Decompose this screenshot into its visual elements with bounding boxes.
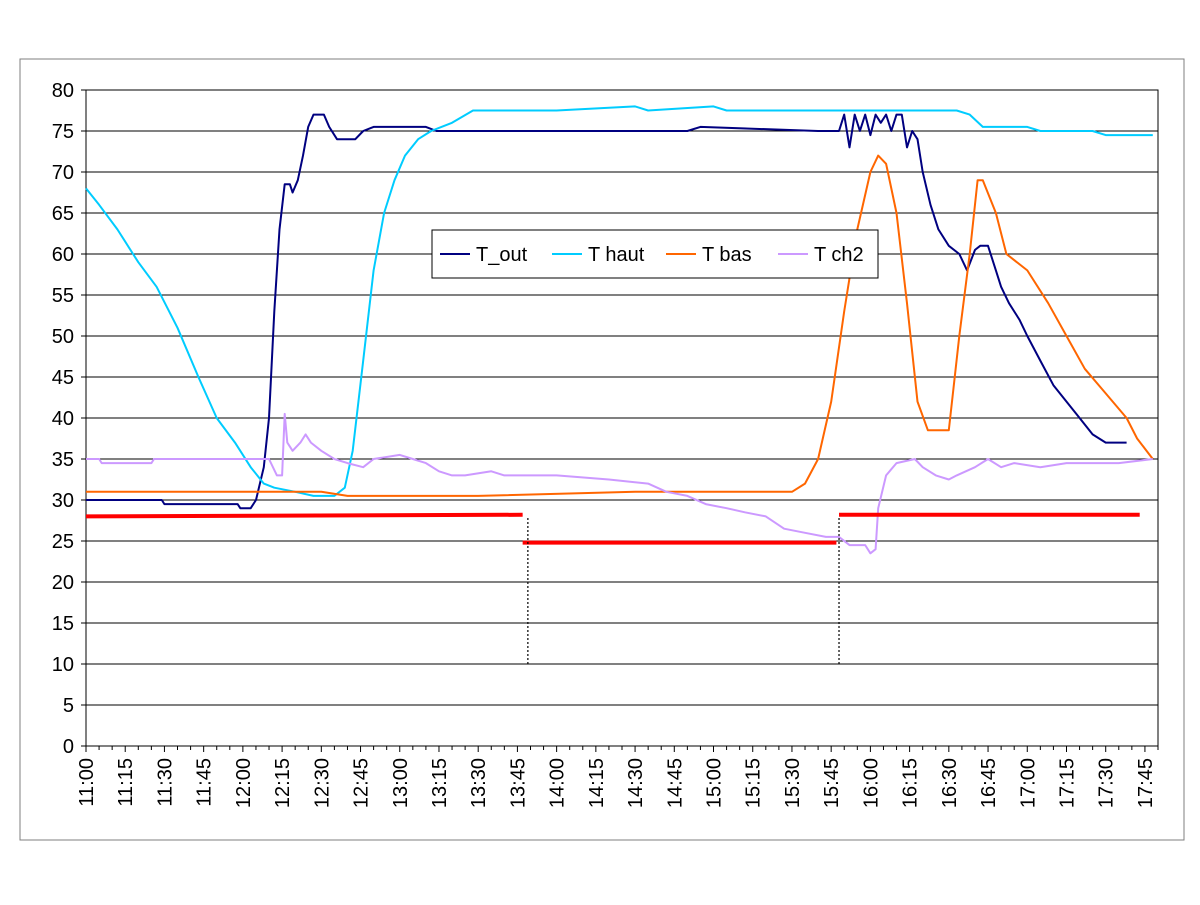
x-tick-label: 16:00 [860,758,882,808]
y-tick-label: 75 [52,121,74,143]
x-tick-label: 11:00 [76,758,98,807]
series-line-t-haut [85,105,1153,497]
series-line-t-bas [86,154,1154,497]
x-tick-label: 12:30 [311,758,333,808]
x-tick-label: 11:15 [115,758,137,807]
x-tick-label: 14:00 [547,758,569,808]
series-line-t-ch2 [86,412,1153,555]
x-tick-label: 12:15 [272,758,294,808]
x-tick-label: 12:45 [351,758,373,808]
y-tick-label: 0 [63,736,74,758]
y-tick-label: 5 [63,695,74,717]
y-tick-label: 45 [52,367,74,389]
series-segment-reference [85,512,523,519]
y-tick-label: 40 [52,408,74,430]
x-tick-label: 12:00 [233,758,255,808]
y-tick-label: 30 [52,490,74,512]
y-tick-label: 25 [52,531,74,553]
x-tick-label: 14:45 [664,758,686,808]
x-tick-label: 16:45 [978,758,1000,808]
x-tick-label: 13:00 [390,758,412,808]
y-tick-label: 80 [52,80,74,102]
y-tick-label: 60 [52,244,74,266]
legend-label: T ch2 [814,244,864,266]
legend-label: T_out [476,244,528,266]
x-tick-label: 15:00 [704,758,726,808]
y-tick-label: 35 [52,449,74,471]
x-tick-label: 16:30 [939,758,961,808]
legend: T_out T haut T bas T ch2 [431,229,879,279]
y-tick-label: 55 [52,285,74,307]
legend-label: T bas [702,244,752,266]
x-tick-label: 17:15 [1056,758,1078,808]
y-tick-label: 50 [52,326,74,348]
gridlines [86,130,1158,706]
axes: 0 5 10 15 20 25 30 35 40 45 50 55 60 65 70 75 80 11:00 11:… [52,80,1159,808]
series-layer [85,105,1154,555]
x-tick-label: 15:15 [743,758,765,808]
x-tick-label: 13:45 [507,758,529,808]
y-tick-label: 70 [52,162,74,184]
y-tick-label: 10 [52,654,74,676]
series-line-t-out [86,113,1127,510]
legend-label: T haut [588,244,645,266]
y-tick-label: 20 [52,572,74,594]
x-tick-label: 11:30 [154,758,176,807]
x-tick-label: 13:15 [429,758,451,808]
x-tick-label: 17:45 [1135,758,1157,808]
x-tick-label: 15:45 [821,758,843,808]
x-tick-label: 14:15 [586,758,608,808]
x-tick-label: 13:30 [468,758,490,808]
x-tick-label: 11:45 [194,758,216,807]
y-tick-label: 65 [52,203,74,225]
x-tick-label: 15:30 [782,758,804,808]
x-tick-label: 16:15 [900,758,922,808]
reference-layer [85,512,1140,664]
x-tick-label: 14:30 [625,758,647,808]
y-tick-label: 15 [52,613,74,635]
x-tick-label: 17:30 [1096,758,1118,808]
x-tick-label: 17:00 [1017,758,1039,808]
